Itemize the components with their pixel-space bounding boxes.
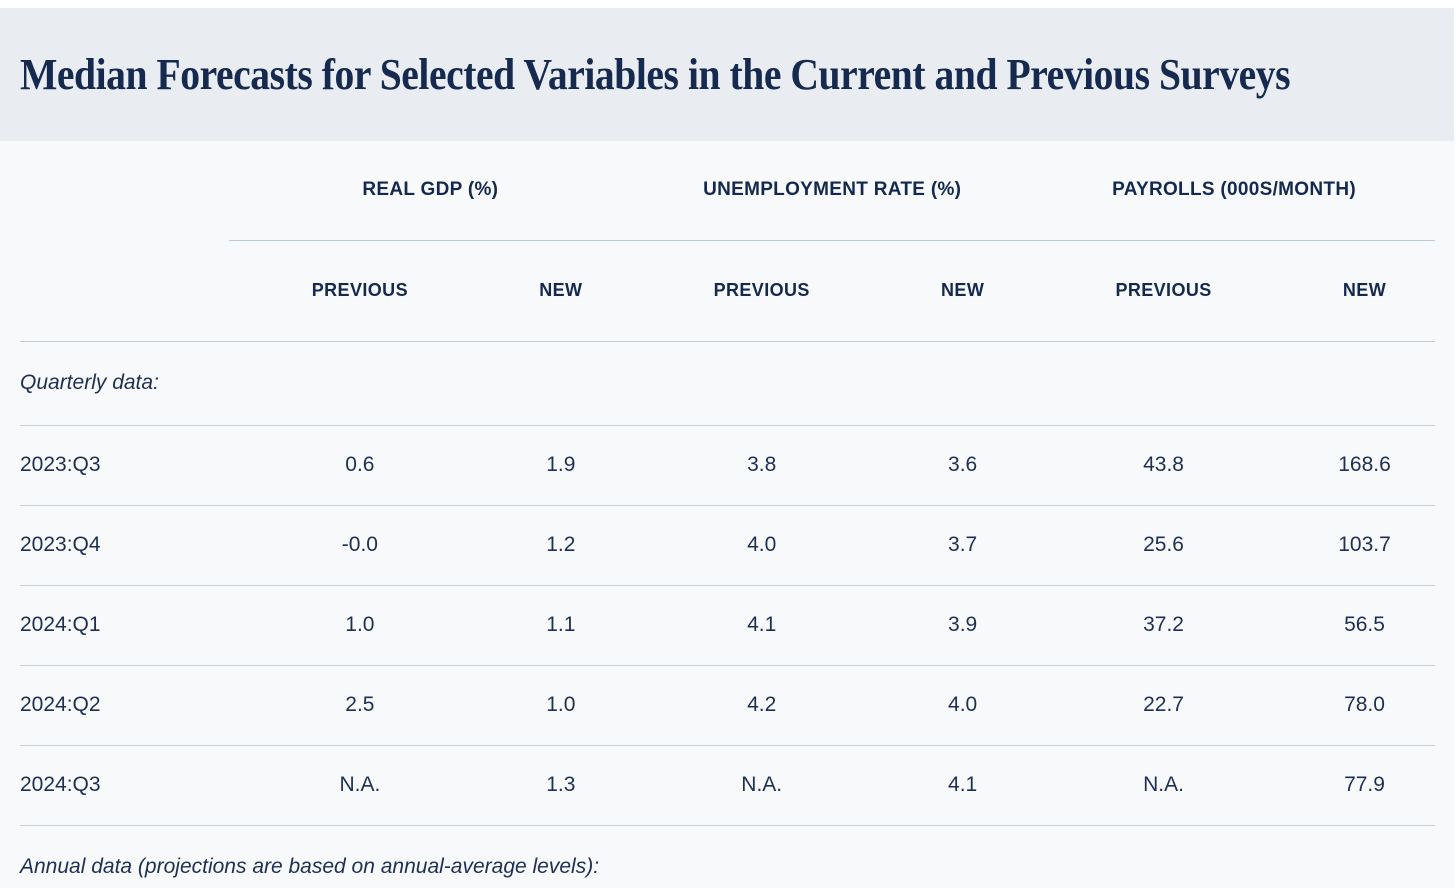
subheader-unemp-new: NEW xyxy=(832,240,1034,342)
table-row: 2024:Q1 1.0 1.1 4.1 3.9 37.2 56.5 xyxy=(20,585,1435,665)
data-cell: N.A. xyxy=(741,773,783,796)
row-label: 2023:Q4 xyxy=(20,533,101,556)
data-cell: 168.6 xyxy=(1338,453,1391,476)
title-band: Median Forecasts for Selected Variables … xyxy=(0,8,1454,141)
table-row: 2023:Q4 -0.0 1.2 4.0 3.7 25.6 103.7 xyxy=(20,505,1435,585)
corner-spacer xyxy=(20,240,230,342)
column-subheader-row: PREVIOUS NEW PREVIOUS NEW PREVIOUS NEW xyxy=(20,240,1435,342)
data-cell: 1.3 xyxy=(546,773,576,796)
data-cell: -0.0 xyxy=(341,533,378,556)
row-label: 2023:Q3 xyxy=(20,453,101,476)
data-cell: 1.0 xyxy=(546,693,576,716)
page: Median Forecasts for Selected Variables … xyxy=(0,8,1454,888)
row-label: 2024:Q1 xyxy=(20,613,101,636)
table-row: 2024:Q2 2.5 1.0 4.2 4.0 22.7 78.0 xyxy=(20,665,1435,745)
data-cell: 77.9 xyxy=(1344,773,1385,796)
data-cell: N.A. xyxy=(1143,773,1184,796)
data-cell: 56.5 xyxy=(1344,613,1385,636)
page-title: Median Forecasts for Selected Variables … xyxy=(20,50,1291,99)
data-cell: 0.6 xyxy=(345,453,375,476)
section-label-row: Annual data (projections are based on an… xyxy=(20,825,1435,888)
data-cell: 2.5 xyxy=(345,693,375,716)
subheader-unemp-previous: PREVIOUS xyxy=(631,240,833,342)
table-area: REAL GDP (%) UNEMPLOYMENT RATE (%) PAYRO… xyxy=(0,141,1454,888)
data-cell: 1.0 xyxy=(345,613,375,636)
subheader-gdp-previous: PREVIOUS xyxy=(229,240,431,342)
section-label-quarterly: Quarterly data: xyxy=(20,371,159,394)
data-cell: 3.8 xyxy=(747,453,777,476)
data-cell: 3.7 xyxy=(948,533,978,556)
data-cell: 3.9 xyxy=(948,613,978,636)
subheader-payrolls-previous: PREVIOUS xyxy=(1033,240,1235,342)
table-row: 2023:Q3 0.6 1.9 3.8 3.6 43.8 168.6 xyxy=(20,425,1435,505)
data-cell: 4.2 xyxy=(747,693,777,716)
forecast-table: REAL GDP (%) UNEMPLOYMENT RATE (%) PAYRO… xyxy=(20,141,1435,888)
data-cell: 3.6 xyxy=(948,453,978,476)
column-group-payrolls: PAYROLLS (000S/MONTH) xyxy=(1033,141,1435,241)
data-cell: N.A. xyxy=(339,773,381,796)
data-cell: 37.2 xyxy=(1143,613,1184,636)
data-cell: 4.0 xyxy=(948,693,978,716)
data-cell: 1.1 xyxy=(546,613,576,636)
data-cell: 22.7 xyxy=(1143,693,1184,716)
data-cell: 1.9 xyxy=(546,453,576,476)
column-group-unemployment: UNEMPLOYMENT RATE (%) xyxy=(631,141,1034,241)
data-cell: 78.0 xyxy=(1344,693,1385,716)
data-cell: 103.7 xyxy=(1338,533,1391,556)
row-label: 2024:Q3 xyxy=(20,773,101,796)
row-label: 2024:Q2 xyxy=(20,693,101,716)
data-cell: 4.0 xyxy=(747,533,777,556)
data-cell: 25.6 xyxy=(1143,533,1184,556)
data-cell: 43.8 xyxy=(1143,453,1184,476)
data-cell: 4.1 xyxy=(747,613,777,636)
column-group-real-gdp: REAL GDP (%) xyxy=(229,141,632,241)
subheader-payrolls-new: NEW xyxy=(1234,240,1435,342)
subheader-gdp-new: NEW xyxy=(430,240,632,342)
data-cell: 1.2 xyxy=(546,533,576,556)
column-group-header-row: REAL GDP (%) UNEMPLOYMENT RATE (%) PAYRO… xyxy=(20,141,1435,241)
table-row: 2024:Q3 N.A. 1.3 N.A. 4.1 N.A. 77.9 xyxy=(20,745,1435,825)
corner-spacer xyxy=(20,141,229,240)
section-label-annual: Annual data (projections are based on an… xyxy=(20,855,600,879)
data-cell: 4.1 xyxy=(948,773,978,796)
section-label-row: Quarterly data: xyxy=(20,341,1435,425)
